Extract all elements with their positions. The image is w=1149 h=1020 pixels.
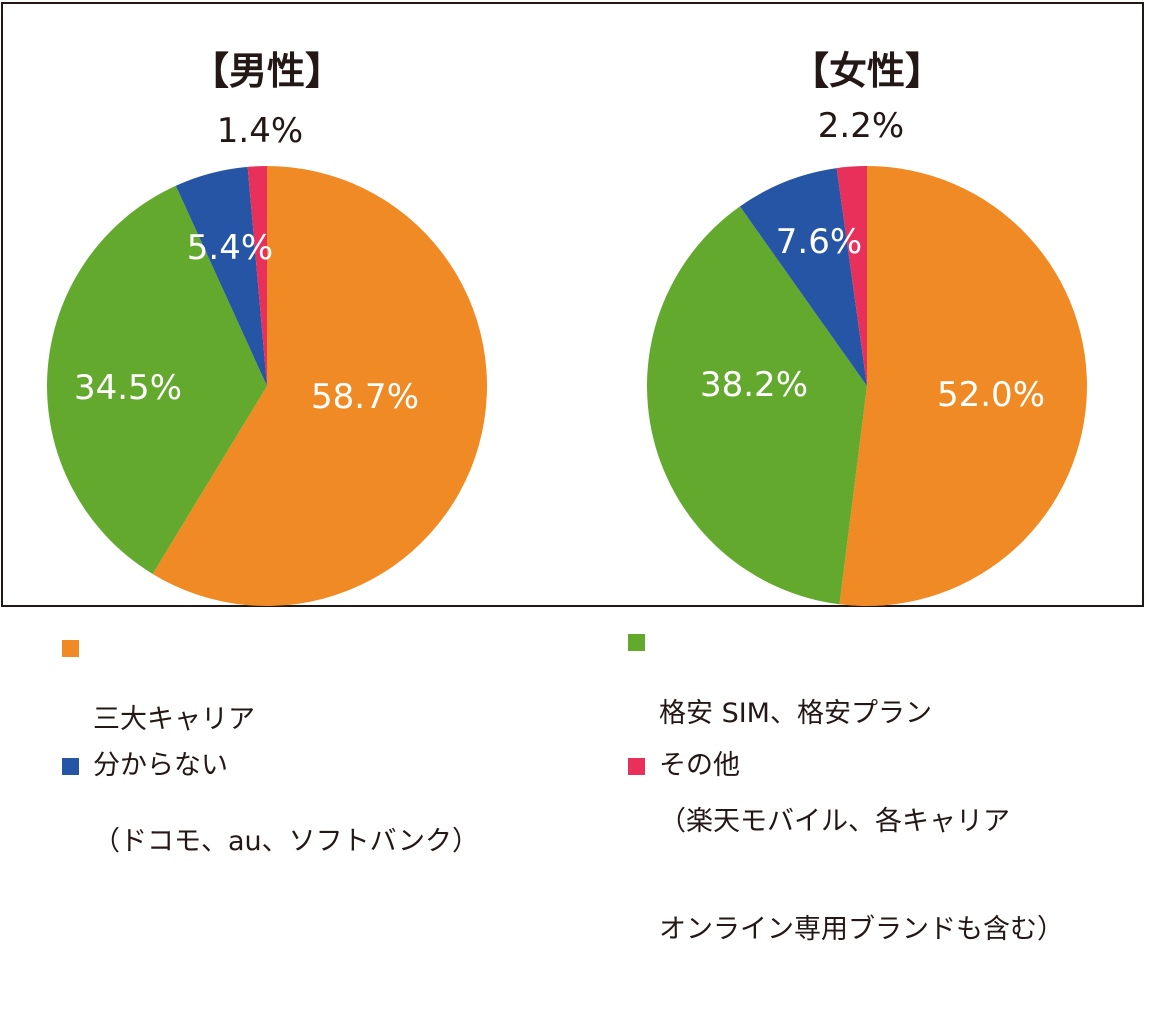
data-label-male-major-carriers: 58.7% bbox=[311, 377, 419, 417]
legend-label-budget-sim: 格安 SIM、格安プラン bbox=[659, 698, 932, 729]
data-label-female-unknown: 7.6% bbox=[776, 222, 862, 262]
pie-slice-female-budget-sim bbox=[646, 206, 867, 605]
data-label-female-budget-sim: 38.2% bbox=[700, 365, 808, 405]
data-label-male-unknown: 5.4% bbox=[187, 228, 273, 268]
pie-slice-male-major-carriers bbox=[152, 166, 488, 606]
data-label-female-major-carriers: 52.0% bbox=[937, 375, 1045, 415]
pie-slice-male-other bbox=[247, 165, 267, 386]
pie-slice-male-unknown bbox=[175, 166, 267, 386]
pie-slice-female-unknown bbox=[739, 168, 867, 386]
data-label-male-other: 1.4% bbox=[217, 111, 303, 151]
chart-title-male: 【男性】 bbox=[191, 49, 343, 93]
legend-item-other: その他 bbox=[628, 748, 740, 784]
pie-slice-female-other bbox=[836, 166, 867, 386]
data-label-female-other: 2.2% bbox=[818, 106, 904, 146]
pie-charts: 58.7% 34.5% 5.4% 1.4% 【男性】 52.0% 38.2% 7.6% 2.2%… bbox=[47, 49, 1087, 606]
legend-label-major-carriers: 三大キャリア bbox=[93, 704, 255, 735]
legend-label-other: その他 bbox=[659, 750, 740, 781]
legend-item-unknown: 分からない bbox=[62, 748, 228, 784]
legend-label-unknown: 分からない bbox=[93, 750, 228, 781]
pie-slice-female-major-carriers bbox=[839, 166, 1087, 606]
chart-frame bbox=[1, 2, 1144, 607]
pie-slice-male-budget-sim bbox=[47, 185, 267, 574]
legend-swatch-unknown bbox=[62, 758, 79, 775]
legend-swatch-budget-sim bbox=[628, 634, 645, 651]
legend-item-budget-sim: 格安 SIM、格安プラン （楽天モバイル、各キャリア オンライン専用ブランドも含… bbox=[628, 624, 1064, 1020]
chart-title-female: 【女性】 bbox=[791, 49, 943, 93]
legend-swatch-other bbox=[628, 758, 645, 775]
legend-sublabel-major-carriers: （ドコモ、au、ソフトバンク） bbox=[93, 826, 480, 857]
legend-swatch-major-carriers bbox=[62, 640, 79, 657]
data-label-male-budget-sim: 34.5% bbox=[74, 368, 182, 408]
legend-sublabel-budget-sim-1: （楽天モバイル、各キャリア bbox=[659, 806, 1010, 837]
legend-sublabel-budget-sim-2: オンライン専用ブランドも含む） bbox=[659, 914, 1064, 945]
